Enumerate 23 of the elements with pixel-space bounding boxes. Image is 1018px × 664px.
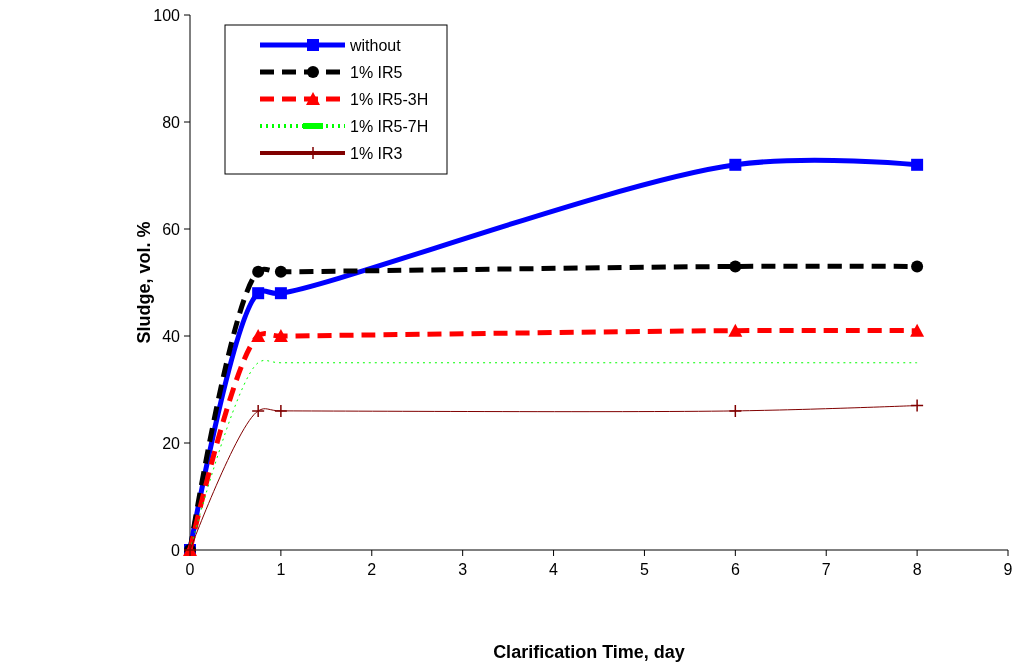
y-tick-label: 80 (162, 114, 181, 131)
x-tick-label: 3 (458, 561, 468, 578)
legend-label: without (349, 37, 402, 54)
x-tick-label: 4 (549, 561, 559, 578)
legend-label: 1% IR5-3H (350, 91, 429, 108)
y-tick-label: 0 (171, 542, 181, 559)
y-tick-label: 100 (153, 7, 181, 24)
legend-label: 1% IR5-7H (350, 118, 429, 135)
x-tick-label: 5 (639, 561, 649, 578)
x-axis-title: Clarification Time, day (493, 642, 685, 662)
x-tick-label: 8 (912, 561, 922, 578)
legend-label: 1% IR5 (350, 64, 403, 81)
x-tick-label: 9 (1003, 561, 1013, 578)
x-tick-label: 7 (821, 561, 831, 578)
y-tick-label: 20 (162, 435, 181, 452)
y-tick-label: 60 (162, 221, 181, 238)
y-axis-title: Sludge, vol. % (134, 221, 154, 344)
x-tick-label: 2 (367, 561, 377, 578)
x-tick-label: 6 (730, 561, 740, 578)
x-tick-label: 1 (276, 561, 286, 578)
x-tick-label: 0 (185, 561, 195, 578)
legend-label: 1% IR3 (350, 145, 403, 162)
y-tick-label: 40 (162, 328, 181, 345)
